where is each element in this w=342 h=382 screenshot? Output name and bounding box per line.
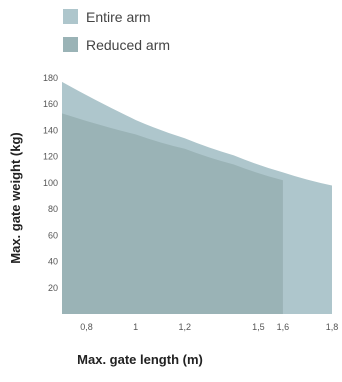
y-tick-label: 80 [48,204,58,214]
legend-label-reduced-arm: Reduced arm [86,37,170,53]
y-axis: 20 40 60 80 100 120 140 160 180 [43,73,58,293]
x-tick-label: 1,8 [326,322,339,332]
y-axis-label: Max. gate weight (kg) [8,132,23,263]
plot-area [62,81,332,315]
x-tick-label: 1 [133,322,138,332]
y-tick-label: 100 [43,178,58,188]
y-tick-label: 60 [48,230,58,240]
y-tick-label: 120 [43,152,58,162]
y-tick-label: 40 [48,257,58,267]
y-tick-label: 20 [48,283,58,293]
x-axis: 0,8 1 1,2 1,5 1,6 1,8 [80,322,338,332]
x-tick-label: 1,5 [252,322,265,332]
y-tick-label: 180 [43,73,58,83]
x-tick-label: 1,2 [178,322,191,332]
legend-swatch-reduced-arm [63,37,78,52]
x-axis-label: Max. gate length (m) [77,352,203,367]
legend: Entire arm Reduced arm [63,9,170,53]
x-tick-label: 0,8 [80,322,93,332]
y-tick-label: 160 [43,99,58,109]
series-area-reduced-arm [62,113,283,315]
legend-label-entire-arm: Entire arm [86,9,151,25]
x-tick-label: 1,6 [277,322,290,332]
legend-swatch-entire-arm [63,9,78,24]
y-tick-label: 140 [43,125,58,135]
